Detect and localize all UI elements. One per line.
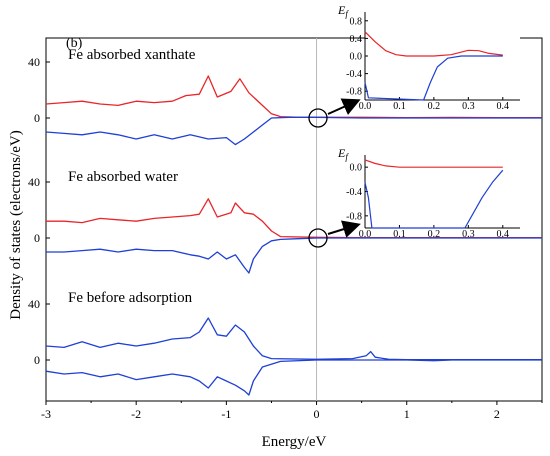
x-axis: -3 -2 -1 0 1 2 bbox=[41, 401, 543, 421]
dos-series-down bbox=[45, 116, 542, 146]
inset-series-down bbox=[364, 169, 504, 229]
dos-series-down bbox=[45, 359, 542, 396]
y-tick-label: 40 bbox=[28, 297, 40, 311]
inset-y-tick-label: 0.0 bbox=[350, 52, 363, 63]
plot-frame bbox=[45, 37, 543, 402]
inset-x-tick-label: 0.1 bbox=[393, 101, 406, 112]
subplot-label-xanthate: Fe absorbed xanthate bbox=[68, 47, 196, 63]
x-tick-label: -3 bbox=[41, 407, 51, 421]
inset-series-up bbox=[364, 31, 503, 57]
inset-series-down bbox=[364, 55, 503, 101]
y-tick-label: 0 bbox=[34, 353, 40, 367]
dos-curves bbox=[45, 75, 542, 396]
inset-water: 0.0 -0.4 -0.8 0.0 0.1 0.2 0.3 0.4 Ef bbox=[337, 146, 520, 240]
inset-x-tick-label: 0.0 bbox=[359, 101, 372, 112]
inset-y-tick-label: -0.8 bbox=[346, 87, 362, 98]
inset-x-tick-label: 0.4 bbox=[497, 229, 510, 240]
inset-y-tick-label: 0.4 bbox=[350, 34, 363, 45]
zoom-arrow-xanthate bbox=[327, 98, 361, 115]
inset-y-tick-label: 0.0 bbox=[350, 163, 363, 174]
zoom-arrow-water bbox=[327, 220, 361, 238]
x-tick-label: 2 bbox=[494, 407, 500, 421]
zoom-circle-water bbox=[308, 228, 328, 248]
inset-x-tick-label: 0.2 bbox=[428, 229, 441, 240]
inset-y-tick-label: -0.4 bbox=[346, 69, 362, 80]
y-tick-label: 0 bbox=[34, 111, 40, 125]
inset-xanthate: 0.8 0.4 0.0 -0.4 -0.8 0.0 0.1 0.2 0.3 0.4 Ef bbox=[337, 3, 520, 112]
y-tick-label: 0 bbox=[34, 231, 40, 245]
inset-y-tick-label: -0.8 bbox=[346, 211, 362, 222]
inset-y-tick-label: 0.8 bbox=[350, 16, 363, 27]
x-tick-label: -1 bbox=[221, 407, 231, 421]
inset-y-label: Ef bbox=[337, 146, 349, 162]
inset-y-label: Ef bbox=[337, 3, 349, 19]
subplot-label-water: Fe absorbed water bbox=[68, 169, 178, 185]
inset-x-tick-label: 0.2 bbox=[428, 101, 441, 112]
dos-series-up bbox=[45, 75, 542, 119]
inset-series-up bbox=[364, 159, 503, 168]
inset-x-tick-label: 0.3 bbox=[462, 101, 475, 112]
dos-series-up bbox=[45, 317, 542, 361]
zoom-circle-xanthate bbox=[308, 108, 328, 128]
panel-label: (b) bbox=[66, 36, 83, 51]
inset-x-tick-label: 0.4 bbox=[497, 101, 510, 112]
inset-x-tick-label: 0.3 bbox=[462, 229, 475, 240]
inset-x-tick-label: 0.1 bbox=[393, 229, 406, 240]
y-axis-label: Density of states (electrons/eV) bbox=[8, 130, 24, 320]
inset-x-tick-label: 0.0 bbox=[359, 229, 372, 240]
x-tick-label: 1 bbox=[404, 407, 410, 421]
dos-series-down bbox=[46, 237, 542, 274]
subplot-label-before: Fe before adsorption bbox=[68, 290, 193, 306]
y-axis: 40 0 40 0 40 0 bbox=[28, 55, 50, 367]
x-axis-label: Energy/eV bbox=[262, 434, 327, 450]
x-tick-label: -2 bbox=[131, 407, 141, 421]
y-tick-label: 40 bbox=[28, 175, 40, 189]
inset-y-tick-label: -0.4 bbox=[346, 187, 362, 198]
y-tick-label: 40 bbox=[28, 55, 40, 69]
x-tick-label: 0 bbox=[314, 407, 320, 421]
inset-background bbox=[365, 151, 520, 232]
